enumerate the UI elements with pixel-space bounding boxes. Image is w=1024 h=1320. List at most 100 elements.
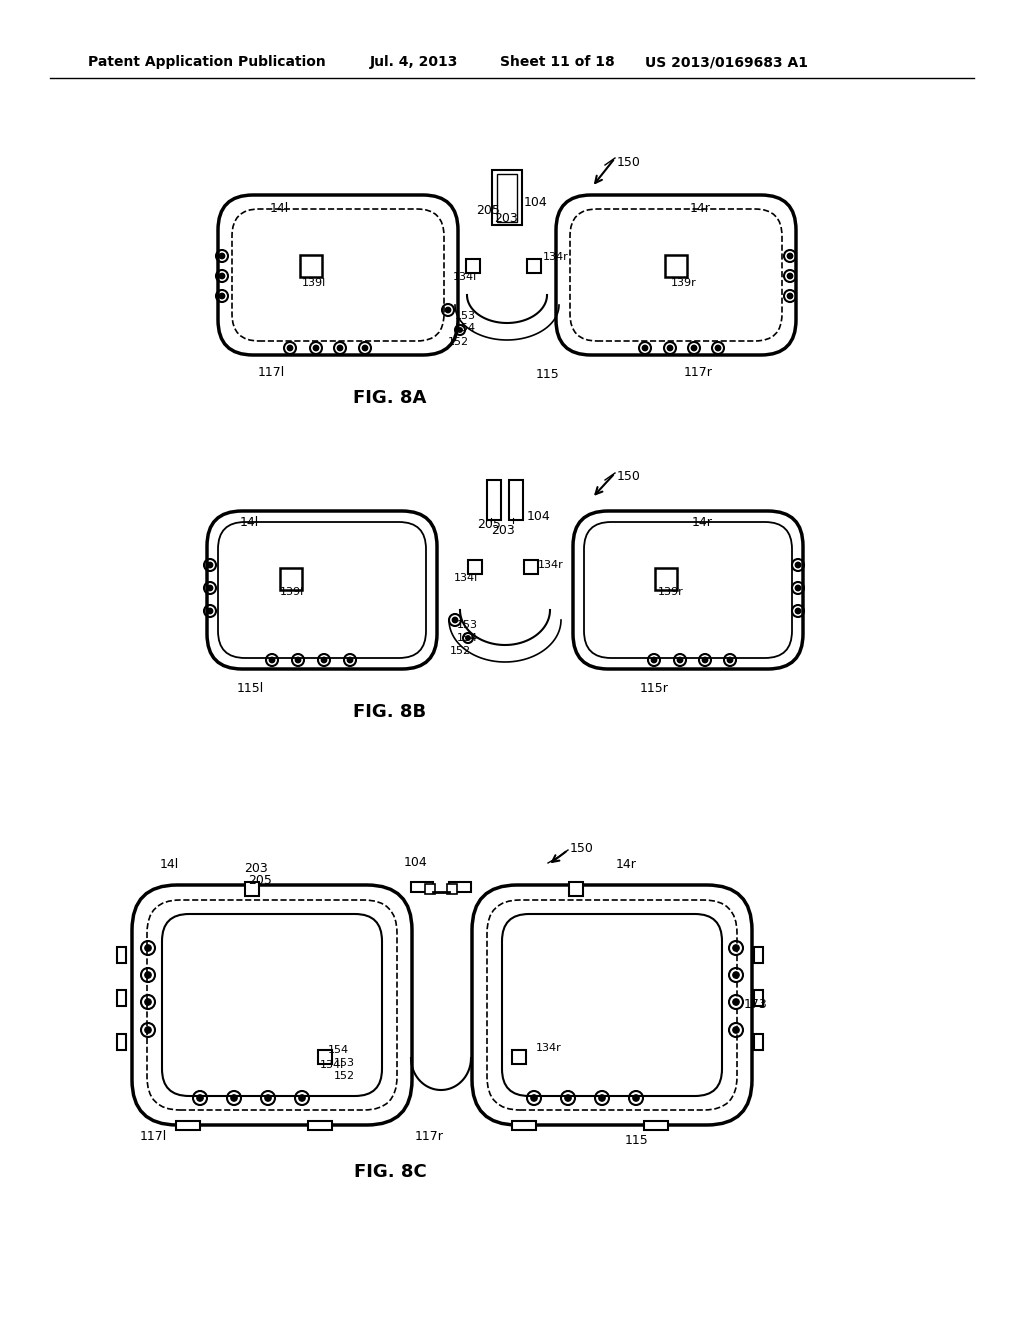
Circle shape (530, 1094, 538, 1101)
Circle shape (207, 562, 213, 568)
FancyBboxPatch shape (472, 884, 752, 1125)
Circle shape (733, 1027, 739, 1034)
Circle shape (347, 657, 352, 663)
Circle shape (197, 1094, 203, 1101)
Circle shape (288, 346, 293, 351)
FancyBboxPatch shape (512, 1049, 526, 1064)
Circle shape (633, 1094, 639, 1101)
Text: FIG. 8A: FIG. 8A (353, 389, 427, 407)
FancyBboxPatch shape (218, 195, 458, 355)
FancyBboxPatch shape (556, 195, 796, 355)
Text: US 2013/0169683 A1: US 2013/0169683 A1 (645, 55, 808, 69)
Text: 134l: 134l (453, 272, 477, 282)
Text: 115: 115 (625, 1134, 649, 1147)
Circle shape (677, 657, 683, 663)
Circle shape (458, 327, 462, 333)
Text: 104: 104 (524, 195, 548, 209)
Text: 14r: 14r (616, 858, 637, 870)
Text: 139r: 139r (658, 587, 684, 597)
FancyBboxPatch shape (411, 882, 433, 892)
Circle shape (733, 972, 739, 978)
Circle shape (144, 945, 152, 952)
FancyBboxPatch shape (117, 990, 126, 1006)
Text: 203: 203 (490, 524, 515, 536)
FancyBboxPatch shape (527, 259, 541, 273)
Text: 139l: 139l (280, 587, 304, 597)
Circle shape (322, 657, 327, 663)
Text: 104: 104 (404, 855, 428, 869)
Circle shape (299, 1094, 305, 1101)
Circle shape (796, 562, 801, 568)
Text: 134r: 134r (538, 560, 564, 570)
Text: 154: 154 (328, 1045, 349, 1055)
Circle shape (219, 253, 224, 259)
FancyBboxPatch shape (176, 1121, 200, 1130)
Text: 154: 154 (455, 323, 476, 333)
Circle shape (445, 308, 451, 313)
Circle shape (565, 1094, 571, 1101)
Circle shape (733, 999, 739, 1005)
Circle shape (337, 346, 343, 351)
Text: 117r: 117r (684, 366, 713, 379)
Text: 152: 152 (449, 337, 469, 347)
Circle shape (727, 657, 733, 663)
Circle shape (599, 1094, 605, 1101)
Text: 134r: 134r (536, 1043, 562, 1053)
FancyBboxPatch shape (425, 884, 435, 894)
FancyBboxPatch shape (754, 990, 763, 1006)
Text: 134l: 134l (319, 1060, 344, 1071)
Text: 154: 154 (457, 634, 478, 643)
FancyBboxPatch shape (466, 259, 480, 273)
FancyBboxPatch shape (665, 255, 687, 277)
Circle shape (207, 609, 213, 614)
FancyBboxPatch shape (524, 560, 538, 574)
Text: 14l: 14l (270, 202, 289, 214)
Text: 139l: 139l (302, 279, 327, 288)
Circle shape (787, 273, 793, 279)
FancyBboxPatch shape (569, 882, 583, 896)
FancyBboxPatch shape (318, 1049, 332, 1064)
FancyBboxPatch shape (117, 1034, 126, 1049)
FancyBboxPatch shape (487, 480, 501, 520)
Circle shape (642, 346, 648, 351)
Circle shape (362, 346, 368, 351)
Text: 117l: 117l (140, 1130, 167, 1143)
FancyBboxPatch shape (509, 480, 523, 520)
FancyBboxPatch shape (447, 884, 457, 894)
Circle shape (691, 346, 696, 351)
Circle shape (668, 346, 673, 351)
Circle shape (796, 585, 801, 591)
Text: 153: 153 (457, 620, 478, 630)
Text: 115l: 115l (237, 681, 264, 694)
FancyBboxPatch shape (280, 568, 302, 590)
Text: 205: 205 (477, 517, 501, 531)
Text: 134l: 134l (454, 573, 478, 583)
FancyBboxPatch shape (117, 946, 126, 964)
Text: 150: 150 (617, 156, 641, 169)
FancyBboxPatch shape (573, 511, 803, 669)
FancyBboxPatch shape (644, 1121, 668, 1130)
FancyBboxPatch shape (512, 1121, 536, 1130)
Text: 153: 153 (334, 1059, 355, 1068)
FancyBboxPatch shape (308, 1121, 332, 1130)
Circle shape (230, 1094, 238, 1101)
Circle shape (144, 999, 152, 1005)
Text: FIG. 8C: FIG. 8C (353, 1163, 426, 1181)
Text: 203: 203 (494, 211, 518, 224)
Text: 152: 152 (450, 645, 471, 656)
Text: 153: 153 (455, 312, 476, 321)
FancyBboxPatch shape (468, 560, 482, 574)
Text: 150: 150 (617, 470, 641, 483)
Circle shape (453, 618, 458, 623)
Text: 104: 104 (527, 510, 551, 523)
Circle shape (295, 657, 301, 663)
FancyBboxPatch shape (300, 255, 322, 277)
FancyBboxPatch shape (245, 882, 259, 896)
Circle shape (466, 636, 470, 640)
Circle shape (796, 609, 801, 614)
Text: Patent Application Publication: Patent Application Publication (88, 55, 326, 69)
Circle shape (219, 273, 224, 279)
Text: 150: 150 (570, 842, 594, 854)
Circle shape (651, 657, 656, 663)
Text: 152: 152 (334, 1071, 355, 1081)
